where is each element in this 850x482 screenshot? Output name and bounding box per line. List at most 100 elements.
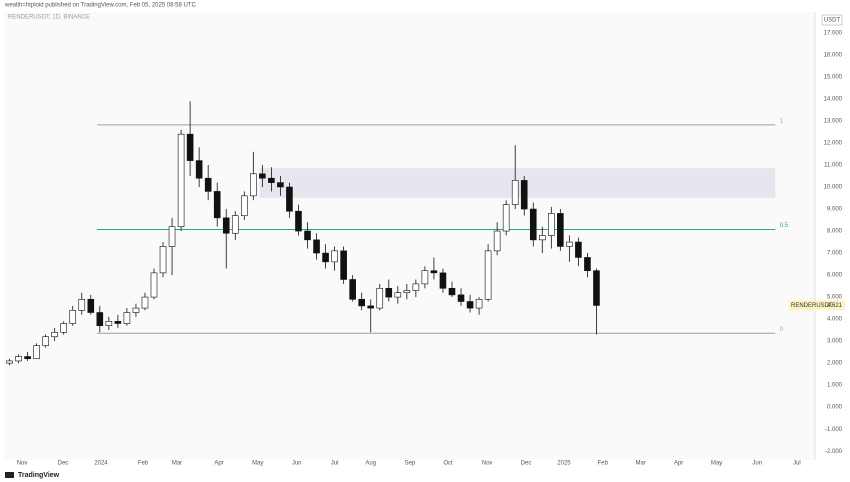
candle-body — [421, 270, 429, 285]
candle-body — [222, 217, 230, 234]
x-tick-label: 2024 — [94, 461, 108, 467]
candle-body — [322, 252, 329, 263]
candle-body — [529, 208, 537, 241]
candle-body — [69, 309, 77, 324]
candle-body — [593, 270, 600, 306]
candle-body — [584, 257, 591, 271]
candle-body — [150, 272, 158, 298]
candle-body — [286, 186, 293, 212]
candle-body — [259, 173, 266, 179]
candle-body — [24, 356, 31, 360]
candle-body — [105, 321, 113, 327]
x-tick-label: Jul — [331, 461, 339, 467]
x-tick-label: Nov — [482, 461, 493, 467]
y-tick-label: 0.000 — [827, 405, 843, 411]
brand-logo — [5, 472, 14, 478]
candle-body — [268, 177, 275, 183]
candle-body — [430, 270, 438, 274]
candle-body — [394, 292, 402, 298]
x-tick-label: Jun — [752, 461, 762, 467]
x-tick-label: Jun — [292, 461, 302, 467]
y-tick-label: 14.000 — [824, 97, 843, 103]
candle-body — [548, 213, 555, 236]
y-tick-label: 2.000 — [827, 361, 843, 367]
candle-body — [168, 226, 176, 247]
candle-body — [475, 298, 483, 309]
x-tick-label: Sep — [405, 461, 416, 467]
candle-body — [96, 312, 104, 327]
y-tick-label: 1.000 — [827, 383, 843, 389]
candle-body — [367, 305, 375, 309]
x-tick-label: Mar — [636, 461, 646, 467]
candle-body — [557, 213, 564, 247]
candle-body — [213, 191, 221, 219]
x-tick-label: Oct — [443, 461, 453, 467]
fib-label: 0.5 — [780, 223, 789, 229]
candle-body — [33, 345, 40, 360]
plot-area — [4, 12, 815, 460]
candle-body — [231, 215, 239, 234]
x-tick-label: 2025 — [557, 461, 571, 467]
candle-body — [358, 298, 365, 307]
x-tick-label: Aug — [365, 461, 376, 467]
x-tick-label: May — [252, 461, 263, 467]
candle-body — [240, 195, 248, 216]
candle-body — [313, 239, 320, 254]
y-tick-label: 4.000 — [827, 317, 843, 323]
price-symbol: RENDERUSDT — [791, 303, 833, 309]
y-tick-label: 8.000 — [827, 229, 843, 235]
x-tick-label: Dec — [58, 461, 69, 467]
candle-body — [295, 210, 302, 232]
y-tick-label: -1.000 — [825, 427, 843, 433]
candle-body — [502, 204, 510, 232]
candle-body — [159, 246, 167, 274]
candle-body — [466, 301, 474, 309]
x-tick-label: Dec — [521, 461, 532, 467]
y-tick-label: 13.000 — [824, 119, 843, 125]
y-tick-label: 11.000 — [824, 163, 843, 169]
candle-body — [511, 180, 519, 205]
x-tick-label: Apr — [214, 461, 223, 467]
x-tick-label: Mar — [172, 461, 182, 467]
candle-body — [538, 235, 546, 241]
y-tick-label: 17.000 — [824, 30, 843, 36]
y-tick-label: 16.000 — [824, 53, 843, 59]
candle-body — [349, 279, 356, 300]
candle-body — [493, 230, 501, 252]
candle-body — [340, 250, 347, 280]
y-tick-label: 12.000 — [824, 141, 843, 147]
candle-body — [141, 296, 149, 309]
candle-body — [439, 272, 447, 289]
candle-body — [132, 307, 140, 313]
published: wealth=htploid published on TradingView.… — [4, 3, 197, 9]
candle-body — [51, 332, 58, 338]
candle-body — [6, 360, 13, 364]
y-tick-label: 6.000 — [827, 273, 843, 279]
price-tag-bg — [789, 300, 845, 311]
candle-body — [15, 356, 22, 362]
x-tick-label: Feb — [598, 461, 609, 467]
y-tick-label: 3.000 — [827, 339, 843, 345]
currency-box — [821, 14, 843, 26]
x-tick-label: Apr — [674, 461, 683, 467]
y-tick-label: 5.000 — [827, 295, 843, 301]
candle-body — [177, 133, 185, 227]
candle-body — [87, 298, 95, 313]
fib-label: 0 — [780, 327, 784, 333]
candle-body — [304, 230, 311, 241]
fib-label: 1 — [780, 119, 784, 125]
candle-body — [60, 323, 67, 333]
candle-body — [195, 160, 203, 179]
candle-body — [114, 321, 122, 324]
x-tick-label: Feb — [138, 461, 149, 467]
candle-body — [448, 287, 456, 296]
candle-body — [520, 180, 528, 210]
brand: TradingView — [18, 472, 60, 479]
y-tick-label: -2.000 — [825, 449, 843, 455]
candle-body — [457, 294, 465, 302]
currency: USDT — [824, 18, 841, 24]
candle-body — [566, 241, 573, 247]
candle-body — [385, 287, 393, 298]
candle-body — [484, 250, 492, 300]
candle-body — [277, 182, 284, 188]
